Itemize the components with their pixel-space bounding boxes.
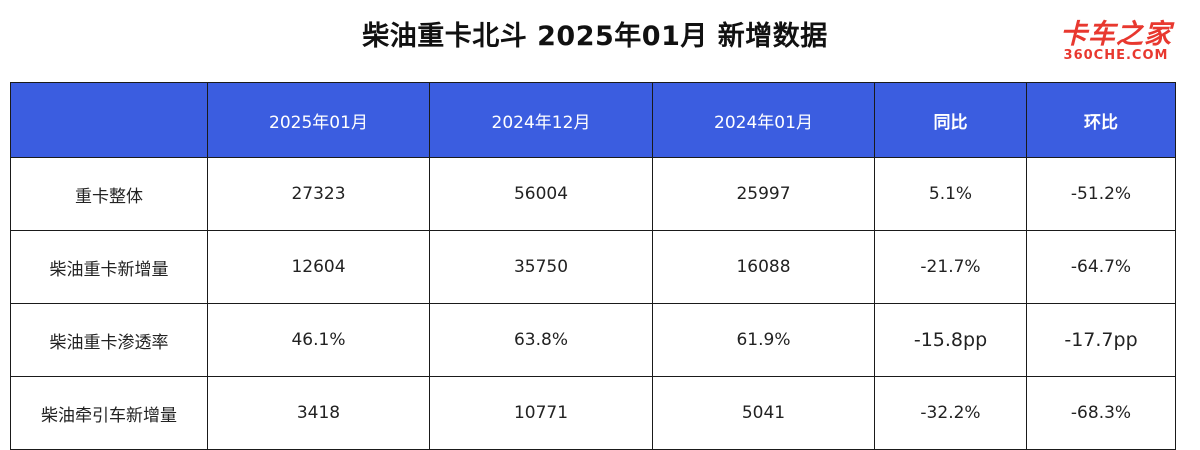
row-label: 柴油重卡新增量 xyxy=(10,230,208,304)
table-cell: 27323 xyxy=(207,157,430,231)
header-mom: 环比 xyxy=(1026,82,1176,158)
table-cell: 5041 xyxy=(652,376,875,450)
table-cell: 5.1% xyxy=(874,157,1027,231)
row-label: 柴油重卡渗透率 xyxy=(10,303,208,377)
table-cell: 16088 xyxy=(652,230,875,304)
brand-logo-text: 卡车之家 xyxy=(1060,19,1172,50)
table-cell: 10771 xyxy=(429,376,653,450)
header-2025-01: 2025年01月 xyxy=(207,82,430,158)
table-cell: -51.2% xyxy=(1026,157,1176,231)
table-row: 重卡整体 27323 56004 25997 5.1% -51.2% xyxy=(10,157,1176,231)
table-cell: 46.1% xyxy=(207,303,430,377)
table-cell: -32.2% xyxy=(874,376,1027,450)
table-cell: -21.7% xyxy=(874,230,1027,304)
table-cell: 61.9% xyxy=(652,303,875,377)
brand-logo-url: 360CHE.COM xyxy=(1063,48,1169,63)
table-row: 柴油重卡新增量 12604 35750 16088 -21.7% -64.7% xyxy=(10,230,1176,304)
row-label: 重卡整体 xyxy=(10,157,208,231)
table-cell: 25997 xyxy=(652,157,875,231)
table-cell: 63.8% xyxy=(429,303,653,377)
brand-logo: 卡车之家 360CHE.COM xyxy=(1046,12,1186,68)
table-cell: 12604 xyxy=(207,230,430,304)
table-row: 柴油牵引车新增量 3418 10771 5041 -32.2% -68.3% xyxy=(10,376,1176,450)
header-corner xyxy=(10,82,208,158)
header-yoy: 同比 xyxy=(874,82,1027,158)
table-cell: -64.7% xyxy=(1026,230,1176,304)
table-cell: 35750 xyxy=(429,230,653,304)
table-cell: -68.3% xyxy=(1026,376,1176,450)
table-cell: -15.8pp xyxy=(874,303,1027,377)
table-row: 柴油重卡渗透率 46.1% 63.8% 61.9% -15.8pp -17.7p… xyxy=(10,303,1176,377)
table-cell: 56004 xyxy=(429,157,653,231)
table-cell: -17.7pp xyxy=(1026,303,1176,377)
table-cell: 3418 xyxy=(207,376,430,450)
data-table: 2025年01月 2024年12月 2024年01月 同比 环比 重卡整体 27… xyxy=(10,82,1176,450)
table-header-row: 2025年01月 2024年12月 2024年01月 同比 环比 xyxy=(10,82,1176,158)
header-2024-01: 2024年01月 xyxy=(652,82,875,158)
header-2024-12: 2024年12月 xyxy=(429,82,653,158)
page-title: 柴油重卡北斗 2025年01月 新增数据 xyxy=(362,21,828,52)
row-label: 柴油牵引车新增量 xyxy=(10,376,208,450)
